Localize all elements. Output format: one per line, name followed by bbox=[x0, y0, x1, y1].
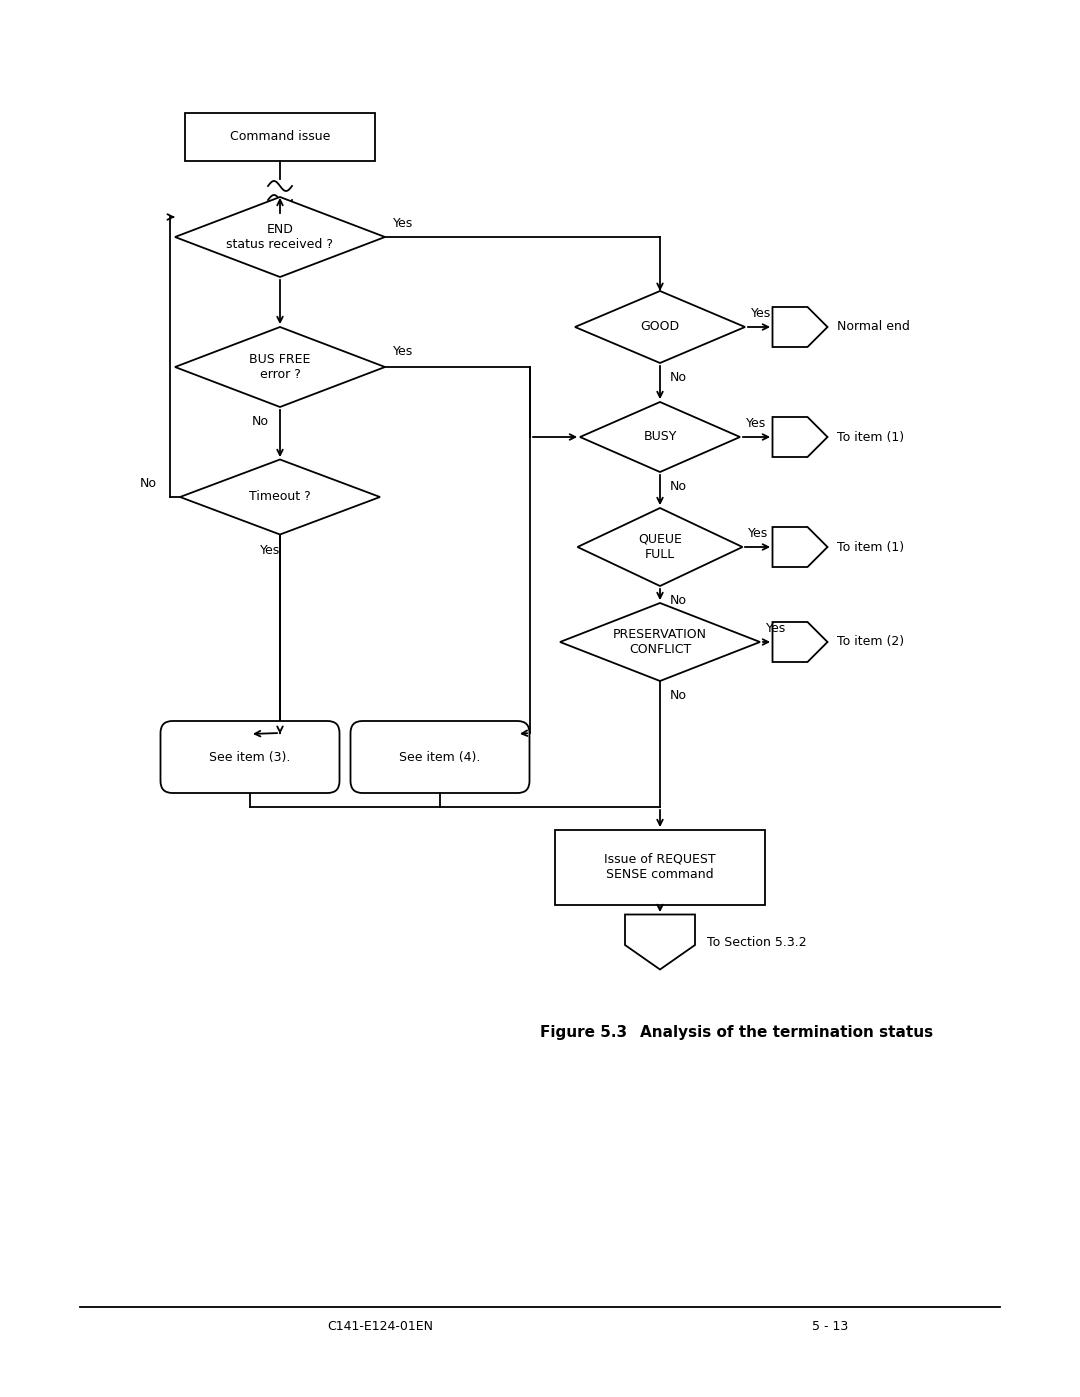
FancyBboxPatch shape bbox=[161, 721, 339, 793]
Text: Yes: Yes bbox=[748, 527, 768, 541]
Text: Normal end: Normal end bbox=[837, 320, 909, 334]
Polygon shape bbox=[772, 622, 827, 662]
Text: Yes: Yes bbox=[751, 307, 771, 320]
Text: Yes: Yes bbox=[393, 217, 414, 231]
Text: Yes: Yes bbox=[260, 543, 280, 557]
Text: No: No bbox=[140, 476, 157, 490]
Text: No: No bbox=[670, 594, 687, 608]
Text: PRESERVATION
CONFLICT: PRESERVATION CONFLICT bbox=[613, 629, 707, 657]
Text: To item (1): To item (1) bbox=[837, 430, 904, 443]
Text: 5 - 13: 5 - 13 bbox=[812, 1320, 848, 1334]
Text: No: No bbox=[670, 481, 687, 493]
Text: See item (3).: See item (3). bbox=[210, 750, 291, 764]
Text: To item (1): To item (1) bbox=[837, 541, 904, 553]
Text: No: No bbox=[252, 415, 269, 427]
Text: Yes: Yes bbox=[746, 416, 766, 430]
Text: Analysis of the termination status: Analysis of the termination status bbox=[640, 1024, 933, 1039]
Polygon shape bbox=[578, 509, 743, 585]
Text: C141-E124-01EN: C141-E124-01EN bbox=[327, 1320, 433, 1334]
Polygon shape bbox=[561, 604, 760, 680]
Polygon shape bbox=[175, 197, 384, 277]
Polygon shape bbox=[772, 527, 827, 567]
Text: BUS FREE
error ?: BUS FREE error ? bbox=[249, 353, 311, 381]
Text: GOOD: GOOD bbox=[640, 320, 679, 334]
Text: To item (2): To item (2) bbox=[837, 636, 904, 648]
Polygon shape bbox=[175, 327, 384, 407]
FancyBboxPatch shape bbox=[185, 113, 375, 161]
Polygon shape bbox=[772, 307, 827, 346]
FancyBboxPatch shape bbox=[555, 830, 765, 904]
Text: BUSY: BUSY bbox=[644, 430, 677, 443]
Text: See item (4).: See item (4). bbox=[400, 750, 481, 764]
Polygon shape bbox=[575, 291, 745, 363]
Text: Issue of REQUEST
SENSE command: Issue of REQUEST SENSE command bbox=[604, 854, 716, 882]
FancyBboxPatch shape bbox=[351, 721, 529, 793]
Text: Command issue: Command issue bbox=[230, 130, 330, 144]
Text: QUEUE
FULL: QUEUE FULL bbox=[638, 534, 681, 562]
Polygon shape bbox=[625, 915, 696, 970]
Text: END
status received ?: END status received ? bbox=[227, 224, 334, 251]
Text: No: No bbox=[670, 372, 687, 384]
Polygon shape bbox=[180, 460, 380, 535]
Text: Timeout ?: Timeout ? bbox=[249, 490, 311, 503]
Text: Yes: Yes bbox=[766, 622, 786, 636]
Text: Yes: Yes bbox=[393, 345, 414, 358]
Text: To Section 5.3.2: To Section 5.3.2 bbox=[707, 936, 807, 949]
Text: Figure 5.3: Figure 5.3 bbox=[540, 1024, 627, 1039]
Polygon shape bbox=[580, 402, 740, 472]
Text: No: No bbox=[670, 689, 687, 703]
Polygon shape bbox=[772, 416, 827, 457]
